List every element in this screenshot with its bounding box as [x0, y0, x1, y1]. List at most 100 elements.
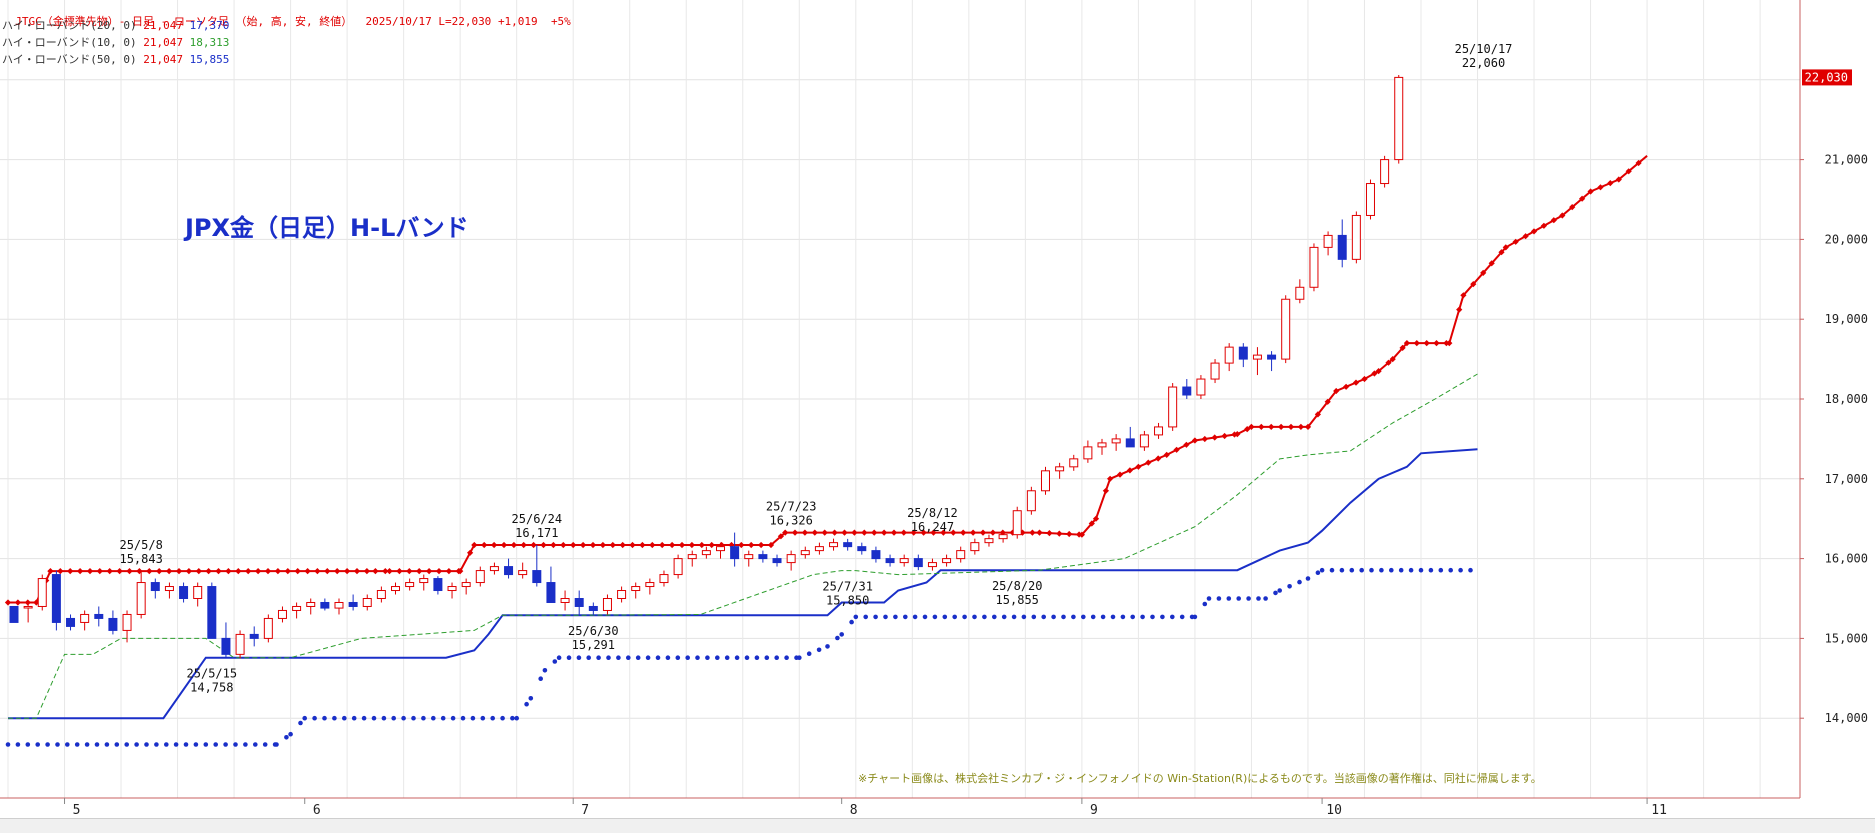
candle-up — [970, 542, 980, 552]
high-band-dot — [126, 567, 133, 575]
low-band-50-dot — [431, 715, 436, 721]
low-band-50-dot — [381, 715, 387, 721]
low-band-50-dot — [1277, 588, 1282, 593]
annotation-date: 25/10/17 — [1455, 42, 1513, 56]
low-band-50-dot — [183, 742, 189, 747]
high-band-dot — [481, 541, 488, 549]
candle-up — [1111, 438, 1121, 444]
low-band-50-dot — [460, 715, 466, 721]
scroll-bar[interactable] — [0, 818, 1875, 833]
candle-down — [574, 598, 584, 607]
low-band-50-dot — [542, 668, 548, 673]
candle-down — [179, 586, 189, 600]
x-tick-label: 8 — [850, 803, 858, 818]
candle-down — [108, 617, 118, 631]
candle-up — [716, 546, 725, 552]
high-band-dot — [811, 529, 818, 536]
x-tick-label: 9 — [1090, 803, 1098, 818]
candle-down — [348, 601, 358, 607]
low-band-50-dot — [173, 742, 179, 747]
candle-up — [1351, 214, 1361, 260]
low-band-50-dot — [45, 742, 50, 747]
low-band-50-dot — [606, 655, 611, 660]
high-band-dot — [165, 567, 173, 575]
low-band-50-dot — [5, 742, 11, 747]
candle-down — [871, 550, 881, 560]
low-band-50-dot — [342, 715, 347, 721]
low-band-50-dot — [193, 742, 199, 747]
high-band-dot — [146, 567, 153, 575]
low-band-50-dot — [1130, 614, 1135, 620]
candle-up — [956, 550, 966, 560]
high-band-dot — [649, 541, 656, 549]
low-band-50-dot — [288, 731, 293, 737]
high-band-dot — [225, 567, 232, 575]
high-band-dot — [1446, 339, 1453, 347]
low-band-50-dot — [734, 655, 740, 660]
y-tick-label: 20,000 — [1825, 232, 1868, 246]
candle-up — [899, 558, 909, 564]
low-band-50-dot — [835, 635, 840, 641]
high-band-dot — [871, 529, 878, 536]
high-band-dot — [1385, 359, 1392, 366]
candle-up — [659, 574, 669, 584]
candle-up — [80, 613, 90, 623]
low-band-50-dot — [298, 720, 303, 726]
candle-up — [1055, 466, 1065, 472]
low-band-50-dot — [1369, 567, 1374, 573]
low-band-50-dot — [302, 715, 308, 721]
x-tick-label: 10 — [1326, 803, 1342, 818]
low-band-50-dot — [274, 742, 279, 747]
band-lines — [4, 155, 1648, 747]
low-band-50-dot — [1071, 614, 1076, 620]
low-band-50-dot — [223, 742, 228, 747]
annotation-date: 25/5/8 — [119, 538, 162, 552]
high-band-dot — [76, 567, 84, 575]
candle-up — [1365, 183, 1375, 216]
high-band-dot — [550, 541, 557, 549]
high-band-dot — [1470, 280, 1477, 288]
annotation-value: 14,758 — [190, 681, 233, 695]
low-band-50-dot — [312, 715, 317, 721]
candle-down — [730, 546, 740, 560]
candle-up — [1083, 446, 1093, 460]
candle-down — [51, 574, 61, 623]
low-band-50-dot — [903, 614, 908, 620]
low-band-50-dot — [816, 647, 822, 653]
low-band-50-dot — [1150, 614, 1155, 620]
low-band-50-dot — [134, 742, 139, 747]
x-tick-label: 5 — [73, 803, 81, 818]
high-band-dot — [1460, 292, 1467, 299]
low-band-50-dot — [351, 715, 357, 721]
low-band-50-dot — [510, 715, 515, 721]
x-tick-label: 7 — [581, 803, 589, 818]
low-band-50-dot — [806, 651, 812, 656]
low-band-50-dot — [440, 715, 446, 721]
low-band-50-dot — [893, 614, 898, 620]
low-band-50-dot — [1287, 584, 1292, 589]
low-band-50-dot — [556, 655, 562, 660]
high-band-dot — [777, 533, 785, 540]
low-band-50-dot — [839, 632, 844, 637]
high-band-dot — [851, 529, 858, 536]
high-band-dot — [96, 567, 103, 575]
low-band-50-dot — [932, 614, 938, 620]
low-band-50-dot — [470, 715, 476, 721]
candle-up — [1210, 362, 1220, 380]
price-axis: 14,000 15,000 16,000 17,000 18,000 19,000 20,0… — [1800, 69, 1868, 725]
low-band-50-dot — [1379, 567, 1384, 573]
candle-down — [772, 558, 782, 564]
candle-down — [532, 570, 542, 584]
low-band-50-dot — [84, 742, 90, 747]
high-band-dot — [156, 567, 163, 575]
low-band-50-dot — [655, 655, 661, 660]
high-band-dot — [708, 541, 715, 549]
candle-down — [913, 558, 923, 568]
high-band-dot — [1587, 188, 1594, 195]
high-band-dot — [1211, 434, 1218, 441]
candles — [9, 75, 1404, 659]
high-band-dot — [1540, 222, 1548, 229]
candle-up — [998, 534, 1008, 540]
low-band-50-dot — [154, 742, 159, 747]
